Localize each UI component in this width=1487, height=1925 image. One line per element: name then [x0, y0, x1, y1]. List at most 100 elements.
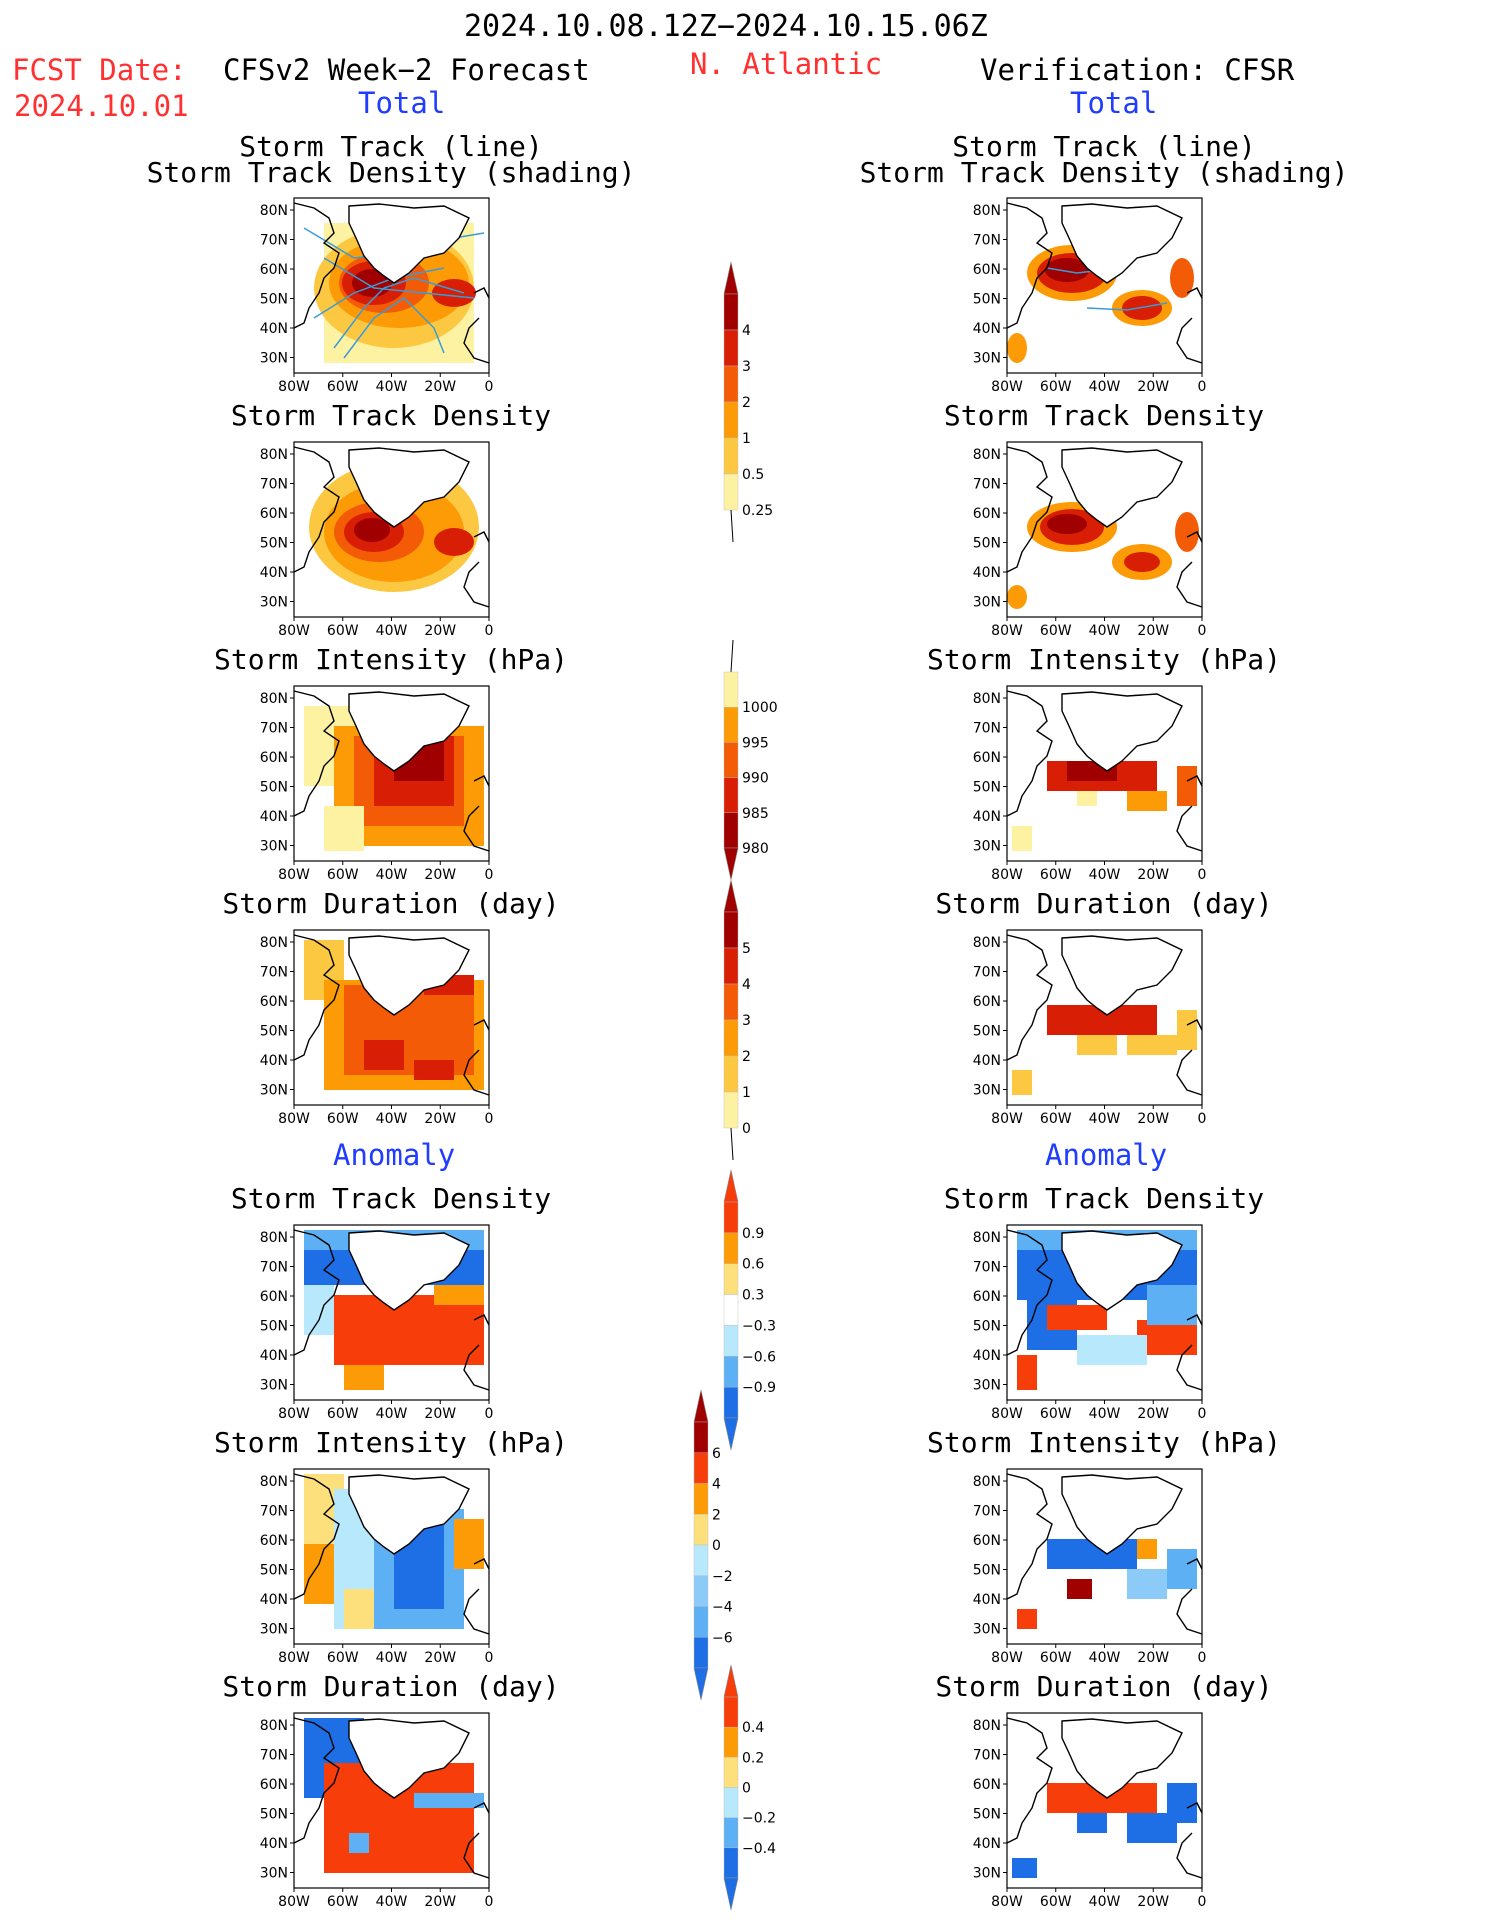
- colorbar-duration: 5 4 3 2 1 0: [710, 879, 790, 1161]
- north-america-coast: [293, 934, 340, 1061]
- lat-tick-label: 30N: [260, 839, 288, 855]
- lat-tick-label: 40N: [973, 1836, 1001, 1852]
- colorbar-swatch: [723, 706, 739, 743]
- lon-tick-label: 20W: [424, 1650, 456, 1666]
- lat-tick-label: 70N: [260, 1504, 288, 1520]
- colorbar-label: 2: [742, 395, 751, 411]
- map-fcst-density: 80N 70N 60N 50N 40N 30N 80W 60W 40W 20W 0: [260, 441, 493, 639]
- fcst-date-label: FCST Date:: [12, 53, 187, 87]
- lon-tick-label: 60W: [1040, 379, 1072, 395]
- lat-tick-label: 50N: [260, 1563, 288, 1579]
- greenland-outline: [348, 203, 470, 284]
- lon-tick-label: 20W: [1137, 623, 1169, 639]
- lon-tick-label: 80W: [991, 379, 1023, 395]
- map-fcst-duration-anom: 80N 70N 60N 50N 40N 30N 80W 60W 40W 20W 0: [260, 1712, 493, 1910]
- lat-tick-label: 60N: [260, 1533, 288, 1549]
- anomaly-left-label: Anomaly: [333, 1138, 456, 1172]
- map-obs-density: 80N 70N 60N 50N 40N 30N 80W 60W 40W 20W 0: [973, 441, 1206, 639]
- lat-tick-label: 60N: [973, 1777, 1001, 1793]
- lat-tick-label: 50N: [260, 292, 288, 308]
- lon-tick-label: 80W: [991, 867, 1023, 883]
- colorbar-swatch: [723, 1696, 739, 1728]
- lon-tick-label: 20W: [424, 867, 456, 883]
- colorbar-arrow-top: [693, 1389, 709, 1423]
- colorbar-swatch: [693, 1544, 709, 1576]
- lat-tick-label: 70N: [260, 233, 288, 249]
- colorbar-label: 3: [742, 1013, 751, 1029]
- lon-tick-label: 20W: [424, 1111, 456, 1127]
- lon-tick-label: 80W: [278, 867, 310, 883]
- lon-tick-label: 80W: [278, 379, 310, 395]
- colorbar-swatch: [723, 983, 739, 1021]
- greenland-outline: [348, 1474, 470, 1555]
- colorbar-swatch: [723, 1757, 739, 1788]
- lat-tick-label: 80N: [973, 1718, 1001, 1734]
- colorbar-swatch: [723, 1726, 739, 1758]
- left-title-duration: Storm Duration (day): [222, 887, 560, 920]
- colorbar-arrow-bottom: [693, 1667, 709, 1701]
- lat-tick-label: 40N: [973, 809, 1001, 825]
- colorbar-label: −4: [712, 1600, 733, 1616]
- lat-tick-label: 80N: [260, 447, 288, 463]
- greenland-outline: [348, 935, 470, 1016]
- lat-tick-label: 40N: [973, 1592, 1001, 1608]
- lon-tick-label: 0: [1198, 1650, 1207, 1666]
- lon-tick-label: 60W: [327, 1894, 359, 1910]
- colorbar-swatch: [723, 473, 739, 511]
- right-title-anom-duration: Storm Duration (day): [935, 1670, 1273, 1703]
- lon-tick-label: 40W: [376, 1894, 408, 1910]
- anomaly-right-label: Anomaly: [1045, 1138, 1168, 1172]
- lon-tick-label: 80W: [278, 1406, 310, 1422]
- colorbar-label: 0.25: [742, 503, 773, 519]
- left-model-title: CFSv2 Week−2 Forecast: [223, 53, 590, 87]
- right-model-title: Verification: CFSR: [980, 53, 1295, 87]
- lat-tick-label: 50N: [973, 1807, 1001, 1823]
- lon-tick-label: 80W: [991, 1111, 1023, 1127]
- map-obs-intensity-anom: 80N 70N 60N 50N 40N 30N 80W 60W 40W 20W 0: [973, 1468, 1206, 1666]
- lon-tick-label: 40W: [376, 1111, 408, 1127]
- lon-tick-label: 0: [485, 379, 494, 395]
- greenland-outline: [1061, 935, 1183, 1016]
- colorbar-arrow-top: [723, 1664, 739, 1698]
- lon-tick-label: 40W: [376, 867, 408, 883]
- colorbar-label: 980: [742, 841, 769, 857]
- lat-tick-label: 50N: [973, 1319, 1001, 1335]
- colorbar-swatch: [693, 1575, 709, 1607]
- north-america-coast: [1006, 202, 1053, 329]
- lon-tick-label: 0: [485, 1111, 494, 1127]
- north-america-coast: [293, 1229, 340, 1356]
- lat-tick-label: 30N: [973, 1378, 1001, 1394]
- right-title-anom-density: Storm Track Density: [943, 1182, 1265, 1215]
- lat-tick-label: 30N: [260, 1866, 288, 1882]
- lat-tick-label: 60N: [260, 750, 288, 766]
- main-title: 2024.10.08.12Z−2024.10.15.06Z: [464, 9, 988, 44]
- colorbar-swatch: [723, 1232, 739, 1264]
- colorbar-swatch: [723, 1055, 739, 1093]
- lon-tick-label: 20W: [1137, 867, 1169, 883]
- lon-tick-label: 0: [1198, 1111, 1207, 1127]
- colorbar-swatch: [723, 437, 739, 475]
- lat-tick-label: 80N: [973, 691, 1001, 707]
- colorbar-label: 985: [742, 806, 769, 822]
- colorbar-density: 4 3 2 1 0.5 0.25: [710, 261, 790, 543]
- lon-tick-label: 20W: [424, 1894, 456, 1910]
- map-fcst-intensity-anom: 80N 70N 60N 50N 40N 30N 80W 60W 40W 20W 0: [260, 1468, 493, 1666]
- colorbar-swatch: [723, 812, 739, 849]
- map-obs-duration-anom: 80N 70N 60N 50N 40N 30N 80W 60W 40W 20W 0: [973, 1712, 1206, 1910]
- map-fcst-duration: 80N 70N 60N 50N 40N 30N 80W 60W 40W 20W 0: [260, 929, 493, 1127]
- lat-tick-label: 30N: [260, 595, 288, 611]
- north-america-coast: [1006, 446, 1053, 573]
- left-title-anom-density: Storm Track Density: [230, 1182, 552, 1215]
- europe-africa-coast: [463, 1558, 490, 1635]
- colorbar-duration-anom: 0.4 0.2 0 −0.2 −0.4: [710, 1664, 790, 1911]
- europe-africa-coast: [1176, 531, 1203, 608]
- lat-tick-label: 60N: [260, 1777, 288, 1793]
- lat-tick-label: 60N: [260, 506, 288, 522]
- map-fcst-intensity: 80N 70N 60N 50N 40N 30N 80W 60W 40W 20W 0: [260, 685, 493, 883]
- lat-tick-label: 80N: [260, 935, 288, 951]
- lon-tick-label: 80W: [991, 1406, 1023, 1422]
- lon-tick-label: 80W: [278, 1894, 310, 1910]
- lon-tick-label: 0: [1198, 867, 1207, 883]
- lat-tick-label: 60N: [973, 506, 1001, 522]
- lat-tick-label: 30N: [973, 1622, 1001, 1638]
